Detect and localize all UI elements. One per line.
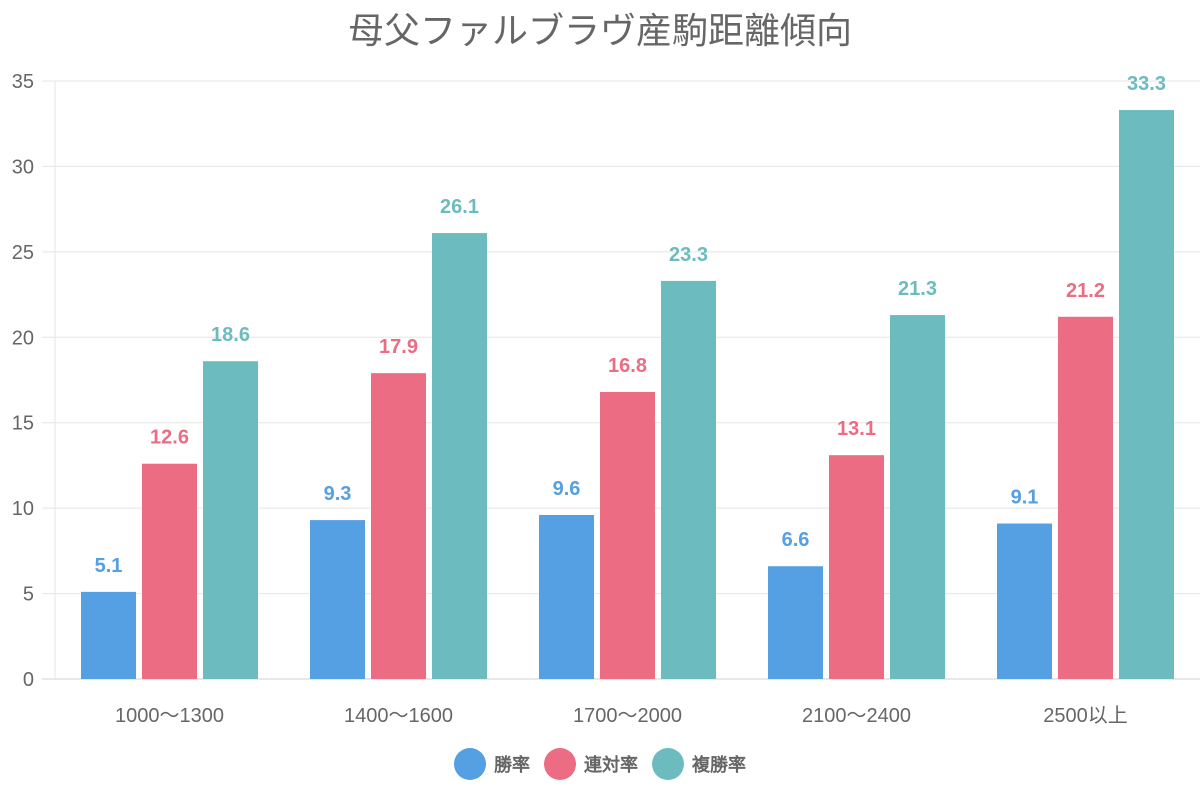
legend-item[interactable]: 連対率 (544, 748, 638, 780)
x-tick-label: 2500以上 (1043, 704, 1128, 727)
x-tick-label: 1700〜2000 (573, 705, 682, 727)
legend-label: 連対率 (584, 755, 638, 776)
x-tick-label: 2100〜2400 (802, 705, 911, 727)
legend-label: 複勝率 (692, 755, 746, 776)
legend-swatch (544, 748, 576, 780)
data-label: 33.3 (1127, 73, 1166, 95)
bar (890, 315, 945, 679)
y-tick-label: 35 (12, 71, 34, 93)
data-label: 12.6 (150, 427, 189, 449)
data-label: 17.9 (379, 336, 418, 358)
y-tick-label: 30 (12, 156, 34, 178)
y-tick-label: 20 (12, 327, 34, 349)
y-tick-label: 5 (23, 584, 34, 606)
data-label: 9.1 (1011, 487, 1039, 509)
bars (81, 110, 1174, 679)
bar (432, 233, 487, 679)
legend-swatch (652, 748, 684, 780)
x-tick-label: 1400〜1600 (344, 705, 453, 727)
bar (661, 280, 716, 679)
data-label: 13.1 (837, 418, 876, 440)
bar (539, 514, 594, 679)
bar (829, 455, 884, 679)
bar (1119, 110, 1174, 679)
data-label: 23.3 (669, 244, 708, 266)
data-label: 21.3 (898, 278, 937, 300)
data-label: 9.6 (553, 478, 581, 500)
bar (203, 361, 258, 679)
data-label: 9.3 (324, 483, 352, 505)
bar (600, 391, 655, 679)
x-axis: 1000〜1300 1400〜1600 1700〜2000 2100〜2400 2500… (115, 704, 1128, 727)
legend-label: 勝率 (494, 755, 530, 776)
bar (310, 520, 365, 679)
legend-swatch (454, 748, 486, 780)
data-label: 6.6 (782, 529, 810, 551)
y-tick-label: 10 (12, 498, 34, 520)
bar (81, 591, 136, 679)
bar (768, 566, 823, 679)
bar (142, 463, 197, 679)
y-tick-label: 15 (12, 413, 34, 435)
data-label: 5.1 (95, 555, 123, 577)
data-label: 26.1 (440, 196, 479, 218)
legend-item[interactable]: 勝率 (454, 748, 530, 780)
chart-title: 母父ファルブラヴ産駒距離傾向 (347, 11, 852, 52)
bar (371, 373, 426, 679)
y-tick-label: 0 (23, 669, 34, 691)
data-labels: 5.1 12.6 18.6 9.3 17.9 26.1 9.6 16.8 23.3 6.6 13.1… (95, 73, 1166, 577)
data-label: 21.2 (1066, 280, 1105, 302)
legend-item[interactable]: 複勝率 (652, 748, 746, 780)
data-label: 18.6 (211, 324, 250, 346)
x-tick-label: 1000〜1300 (115, 705, 224, 727)
legend: 勝率 連対率 複勝率 (0, 748, 1200, 780)
y-tick-label: 25 (12, 242, 34, 264)
data-label: 16.8 (608, 355, 647, 377)
y-axis: 0 5 10 15 20 25 30 35 (12, 71, 34, 691)
bar (1058, 316, 1113, 679)
bar (997, 523, 1052, 679)
